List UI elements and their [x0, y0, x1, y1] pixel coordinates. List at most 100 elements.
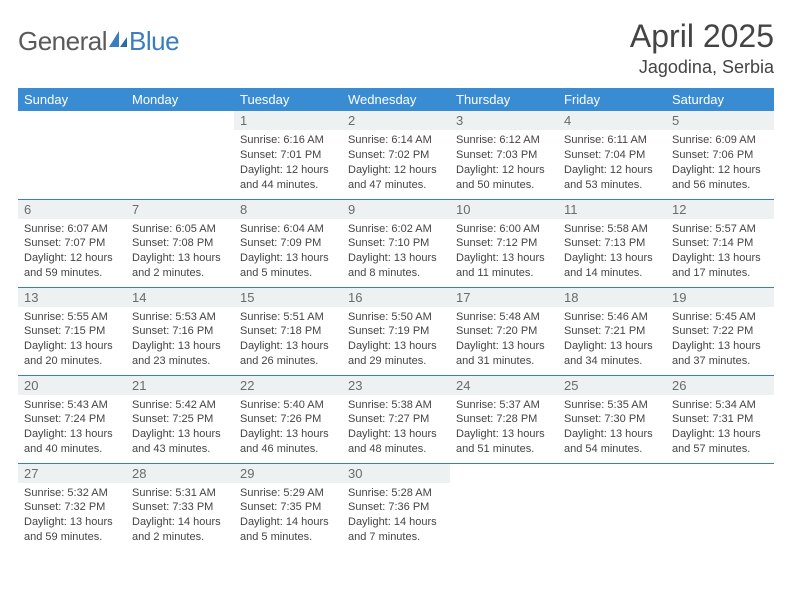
calendar-row: 20Sunrise: 5:43 AMSunset: 7:24 PMDayligh… [18, 375, 774, 463]
day-number: 15 [234, 288, 342, 307]
day-data: Sunrise: 5:43 AMSunset: 7:24 PMDaylight:… [18, 395, 126, 461]
calendar-cell: 8Sunrise: 6:04 AMSunset: 7:09 PMDaylight… [234, 199, 342, 287]
calendar-cell: 24Sunrise: 5:37 AMSunset: 7:28 PMDayligh… [450, 375, 558, 463]
calendar-header-row: SundayMondayTuesdayWednesdayThursdayFrid… [18, 88, 774, 111]
day-number: 23 [342, 376, 450, 395]
weekday-header: Tuesday [234, 88, 342, 111]
calendar-cell [18, 111, 126, 199]
calendar-cell: 29Sunrise: 5:29 AMSunset: 7:35 PMDayligh… [234, 463, 342, 551]
brand-part2: Blue [129, 26, 179, 57]
calendar-cell: 25Sunrise: 5:35 AMSunset: 7:30 PMDayligh… [558, 375, 666, 463]
day-data: Sunrise: 5:57 AMSunset: 7:14 PMDaylight:… [666, 219, 774, 285]
day-data: Sunrise: 6:07 AMSunset: 7:07 PMDaylight:… [18, 219, 126, 285]
calendar-cell: 28Sunrise: 5:31 AMSunset: 7:33 PMDayligh… [126, 463, 234, 551]
page-header: General Blue April 2025 Jagodina, Serbia [18, 18, 774, 78]
day-number: 14 [126, 288, 234, 307]
day-data: Sunrise: 6:02 AMSunset: 7:10 PMDaylight:… [342, 219, 450, 285]
calendar-cell: 21Sunrise: 5:42 AMSunset: 7:25 PMDayligh… [126, 375, 234, 463]
day-number: 18 [558, 288, 666, 307]
day-number: 1 [234, 111, 342, 130]
day-number: 29 [234, 464, 342, 483]
day-data: Sunrise: 6:11 AMSunset: 7:04 PMDaylight:… [558, 130, 666, 196]
day-data: Sunrise: 6:12 AMSunset: 7:03 PMDaylight:… [450, 130, 558, 196]
day-number: 20 [18, 376, 126, 395]
weekday-header: Monday [126, 88, 234, 111]
day-data: Sunrise: 5:38 AMSunset: 7:27 PMDaylight:… [342, 395, 450, 461]
calendar-cell: 1Sunrise: 6:16 AMSunset: 7:01 PMDaylight… [234, 111, 342, 199]
calendar-cell: 5Sunrise: 6:09 AMSunset: 7:06 PMDaylight… [666, 111, 774, 199]
day-number: 12 [666, 200, 774, 219]
calendar-table: SundayMondayTuesdayWednesdayThursdayFrid… [18, 88, 774, 551]
calendar-row: 6Sunrise: 6:07 AMSunset: 7:07 PMDaylight… [18, 199, 774, 287]
day-data: Sunrise: 5:53 AMSunset: 7:16 PMDaylight:… [126, 307, 234, 373]
calendar-cell: 23Sunrise: 5:38 AMSunset: 7:27 PMDayligh… [342, 375, 450, 463]
day-data: Sunrise: 5:34 AMSunset: 7:31 PMDaylight:… [666, 395, 774, 461]
calendar-cell: 13Sunrise: 5:55 AMSunset: 7:15 PMDayligh… [18, 287, 126, 375]
day-number: 6 [18, 200, 126, 219]
day-number: 30 [342, 464, 450, 483]
calendar-cell: 22Sunrise: 5:40 AMSunset: 7:26 PMDayligh… [234, 375, 342, 463]
day-number: 22 [234, 376, 342, 395]
day-data: Sunrise: 5:40 AMSunset: 7:26 PMDaylight:… [234, 395, 342, 461]
day-data: Sunrise: 6:14 AMSunset: 7:02 PMDaylight:… [342, 130, 450, 196]
day-data: Sunrise: 5:28 AMSunset: 7:36 PMDaylight:… [342, 483, 450, 549]
day-data: Sunrise: 5:50 AMSunset: 7:19 PMDaylight:… [342, 307, 450, 373]
weekday-header: Friday [558, 88, 666, 111]
calendar-cell: 9Sunrise: 6:02 AMSunset: 7:10 PMDaylight… [342, 199, 450, 287]
day-data: Sunrise: 6:09 AMSunset: 7:06 PMDaylight:… [666, 130, 774, 196]
day-number: 21 [126, 376, 234, 395]
calendar-cell: 3Sunrise: 6:12 AMSunset: 7:03 PMDaylight… [450, 111, 558, 199]
day-number: 13 [18, 288, 126, 307]
calendar-cell: 4Sunrise: 6:11 AMSunset: 7:04 PMDaylight… [558, 111, 666, 199]
calendar-cell: 6Sunrise: 6:07 AMSunset: 7:07 PMDaylight… [18, 199, 126, 287]
calendar-cell: 12Sunrise: 5:57 AMSunset: 7:14 PMDayligh… [666, 199, 774, 287]
calendar-cell: 10Sunrise: 6:00 AMSunset: 7:12 PMDayligh… [450, 199, 558, 287]
calendar-row: 27Sunrise: 5:32 AMSunset: 7:32 PMDayligh… [18, 463, 774, 551]
calendar-cell: 7Sunrise: 6:05 AMSunset: 7:08 PMDaylight… [126, 199, 234, 287]
calendar-cell: 16Sunrise: 5:50 AMSunset: 7:19 PMDayligh… [342, 287, 450, 375]
calendar-cell: 26Sunrise: 5:34 AMSunset: 7:31 PMDayligh… [666, 375, 774, 463]
day-number: 2 [342, 111, 450, 130]
calendar-cell: 17Sunrise: 5:48 AMSunset: 7:20 PMDayligh… [450, 287, 558, 375]
day-data: Sunrise: 6:16 AMSunset: 7:01 PMDaylight:… [234, 130, 342, 196]
day-data: Sunrise: 5:48 AMSunset: 7:20 PMDaylight:… [450, 307, 558, 373]
calendar-cell: 19Sunrise: 5:45 AMSunset: 7:22 PMDayligh… [666, 287, 774, 375]
weekday-header: Saturday [666, 88, 774, 111]
day-number: 19 [666, 288, 774, 307]
day-number: 4 [558, 111, 666, 130]
title-block: April 2025 Jagodina, Serbia [630, 18, 774, 78]
day-number: 11 [558, 200, 666, 219]
day-number: 16 [342, 288, 450, 307]
calendar-cell: 11Sunrise: 5:58 AMSunset: 7:13 PMDayligh… [558, 199, 666, 287]
calendar-cell: 27Sunrise: 5:32 AMSunset: 7:32 PMDayligh… [18, 463, 126, 551]
calendar-cell [450, 463, 558, 551]
calendar-cell: 15Sunrise: 5:51 AMSunset: 7:18 PMDayligh… [234, 287, 342, 375]
day-number: 8 [234, 200, 342, 219]
weekday-header: Thursday [450, 88, 558, 111]
day-number: 27 [18, 464, 126, 483]
calendar-cell: 30Sunrise: 5:28 AMSunset: 7:36 PMDayligh… [342, 463, 450, 551]
day-data: Sunrise: 5:31 AMSunset: 7:33 PMDaylight:… [126, 483, 234, 549]
calendar-body: 1Sunrise: 6:16 AMSunset: 7:01 PMDaylight… [18, 111, 774, 551]
day-number: 3 [450, 111, 558, 130]
brand-logo: General Blue [18, 18, 179, 57]
calendar-cell [126, 111, 234, 199]
day-number: 28 [126, 464, 234, 483]
day-number: 17 [450, 288, 558, 307]
calendar-row: 13Sunrise: 5:55 AMSunset: 7:15 PMDayligh… [18, 287, 774, 375]
day-number: 25 [558, 376, 666, 395]
day-data: Sunrise: 5:55 AMSunset: 7:15 PMDaylight:… [18, 307, 126, 373]
day-data: Sunrise: 5:35 AMSunset: 7:30 PMDaylight:… [558, 395, 666, 461]
day-data: Sunrise: 5:42 AMSunset: 7:25 PMDaylight:… [126, 395, 234, 461]
day-data: Sunrise: 5:46 AMSunset: 7:21 PMDaylight:… [558, 307, 666, 373]
day-data: Sunrise: 5:29 AMSunset: 7:35 PMDaylight:… [234, 483, 342, 549]
calendar-cell [666, 463, 774, 551]
calendar-cell: 20Sunrise: 5:43 AMSunset: 7:24 PMDayligh… [18, 375, 126, 463]
day-data: Sunrise: 5:32 AMSunset: 7:32 PMDaylight:… [18, 483, 126, 549]
day-number: 7 [126, 200, 234, 219]
calendar-cell: 2Sunrise: 6:14 AMSunset: 7:02 PMDaylight… [342, 111, 450, 199]
month-title: April 2025 [630, 18, 774, 55]
calendar-cell: 18Sunrise: 5:46 AMSunset: 7:21 PMDayligh… [558, 287, 666, 375]
day-number: 10 [450, 200, 558, 219]
calendar-cell: 14Sunrise: 5:53 AMSunset: 7:16 PMDayligh… [126, 287, 234, 375]
